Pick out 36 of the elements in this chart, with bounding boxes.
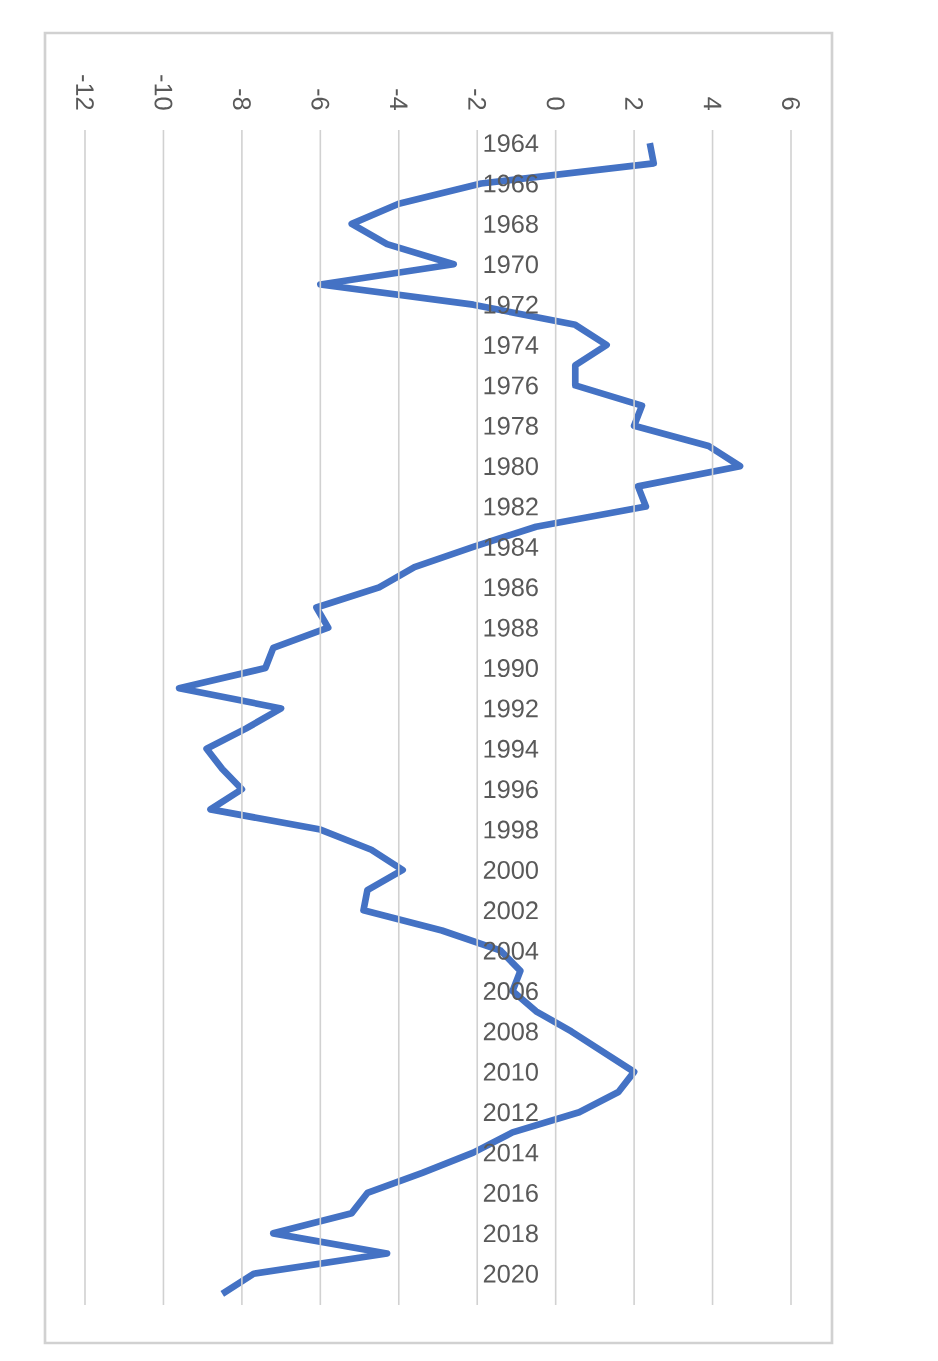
y-tick-label: 1986 (484, 578, 538, 597)
x-tick-label: -4 (390, 89, 408, 110)
y-tick-label: 1978 (484, 416, 538, 435)
x-tick-label: -2 (468, 89, 487, 110)
y-tick-label: 2014 (483, 1143, 539, 1162)
y-tick-label: 1974 (484, 336, 539, 355)
x-tick-label: -6 (311, 89, 330, 110)
y-tick-label: 2010 (483, 1062, 538, 1081)
y-tick-label: 1976 (484, 376, 538, 395)
x-tick-label: -12 (76, 75, 94, 110)
y-tick-label: 2008 (483, 1022, 538, 1041)
y-tick-label: 2000 (483, 860, 538, 879)
y-tick-label: 2020 (483, 1264, 538, 1283)
y-tick-label: 2018 (483, 1224, 538, 1243)
y-tick-label: 1998 (484, 820, 538, 839)
y-tick-label: 1964 (484, 134, 539, 153)
y-tick-label: 1990 (484, 659, 538, 678)
y-tick-label: 1984 (484, 537, 539, 556)
y-tick-label: 1972 (484, 295, 538, 314)
y-tick-label: 1970 (484, 255, 538, 274)
y-tick-label: 1988 (484, 618, 538, 637)
x-tick-label: 2 (625, 97, 643, 110)
y-tick-label: 1996 (484, 780, 538, 799)
y-tick-label: 2012 (483, 1103, 538, 1122)
y-tick-label: 2016 (483, 1184, 538, 1202)
x-tick-label: 6 (782, 97, 800, 110)
y-tick-label: 1994 (484, 739, 539, 758)
x-tick-label: -10 (154, 75, 173, 110)
y-tick-label: 1968 (484, 214, 538, 233)
x-tick-label: 0 (546, 97, 565, 110)
y-tick-label: 1982 (484, 497, 538, 516)
y-tick-label: 1980 (484, 457, 538, 476)
x-tick-label: -8 (232, 89, 251, 110)
x-tick-label: 4 (703, 97, 722, 110)
y-tick-label: 1992 (484, 699, 538, 718)
y-tick-label: 2002 (483, 901, 538, 920)
